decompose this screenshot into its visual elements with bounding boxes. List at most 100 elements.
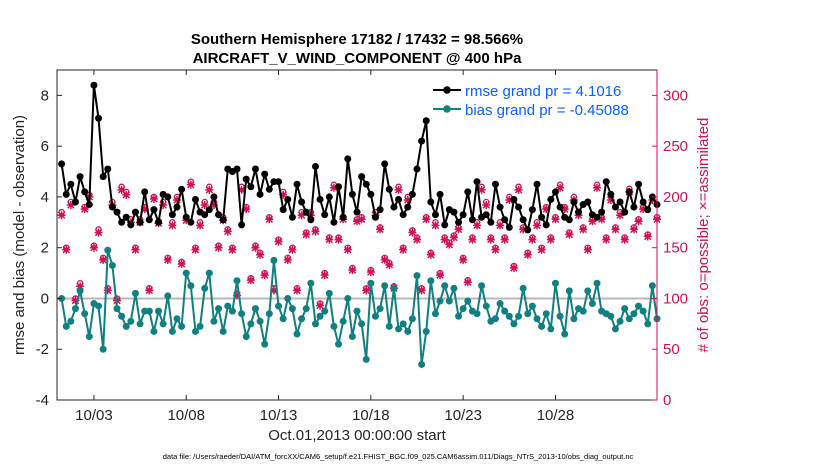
rmse-point	[122, 213, 130, 221]
bias-point	[385, 322, 393, 330]
rmse-point	[501, 216, 509, 224]
rmse-point	[524, 226, 532, 234]
bias-point	[491, 315, 499, 323]
obs-assimilated-point	[385, 260, 394, 269]
obs-assimilated-point	[445, 240, 454, 249]
obs-assimilated-point	[103, 286, 112, 295]
rmse-point	[491, 180, 499, 188]
rmse-point	[168, 211, 176, 219]
rmse-point	[431, 211, 439, 219]
bias-point	[321, 307, 329, 315]
bias-point	[164, 292, 172, 300]
obs-assimilated-point	[616, 211, 625, 220]
bias-point	[353, 307, 361, 315]
y-tick-label-right: 100	[663, 290, 688, 307]
bias-point	[376, 305, 384, 313]
bias-point	[238, 310, 246, 318]
rmse-point	[528, 206, 536, 214]
rmse-point	[390, 203, 398, 211]
rmse-point	[81, 188, 89, 196]
obs-assimilated-point	[159, 201, 168, 210]
rmse-point	[325, 193, 333, 201]
rmse-point	[316, 195, 324, 203]
rmse-point	[321, 211, 329, 219]
rmse-point	[413, 165, 421, 173]
bias-point	[182, 269, 190, 277]
bias-point	[173, 315, 181, 323]
rmse-point	[551, 188, 559, 196]
bias-point	[256, 317, 264, 325]
rmse-point	[108, 203, 116, 211]
rmse-point	[173, 203, 181, 211]
rmse-point	[482, 211, 490, 219]
bias-point	[635, 302, 643, 310]
rmse-point	[85, 201, 93, 209]
bias-point	[422, 327, 430, 335]
rmse-point	[515, 203, 523, 211]
obs-assimilated-point	[509, 264, 518, 272]
rmse-point	[358, 173, 366, 181]
obs-assimilated-point	[311, 227, 320, 236]
rmse-point	[625, 188, 633, 196]
rmse-point	[616, 198, 624, 206]
obs-assimilated-point	[514, 185, 523, 194]
rmse-point	[302, 208, 310, 216]
x-axis-label: Oct.01,2013 00:00:00 start	[268, 427, 446, 444]
bias-point	[145, 307, 153, 315]
rmse-point	[464, 188, 472, 196]
bias-point	[210, 317, 218, 325]
y-axis-label-left: rmse and bias (model - observation)	[11, 115, 28, 355]
rmse-point	[118, 218, 126, 226]
bias-point	[118, 312, 126, 320]
rmse-point	[353, 208, 361, 216]
bias-point	[339, 317, 347, 325]
y-tick-label-right: 150	[663, 240, 688, 257]
bias-point	[441, 282, 449, 290]
bias-point	[85, 333, 93, 341]
bias-point	[510, 320, 518, 328]
obs-assimilated-point	[597, 215, 606, 224]
bias-point	[168, 327, 176, 335]
obs-assimilated-point	[436, 271, 445, 280]
rmse-point	[191, 195, 199, 203]
obs-assimilated-point	[131, 245, 140, 254]
bias-point	[519, 284, 527, 292]
rmse-point	[265, 185, 273, 193]
obs-assimilated-point	[449, 233, 458, 242]
y-tick-label-left: 2	[41, 240, 49, 257]
legend-bias-label: bias grand pr = -0.45088	[465, 102, 629, 119]
rmse-point	[644, 206, 652, 214]
bias-point	[108, 261, 116, 269]
rmse-point	[127, 221, 135, 229]
rmse-point	[210, 193, 218, 201]
y-tick-label-left: -2	[36, 341, 49, 358]
obs-assimilated-point	[99, 255, 108, 264]
bias-point	[561, 330, 569, 338]
obs-assimilated-point	[459, 255, 468, 264]
obs-assimilated-point	[62, 245, 71, 254]
rmse-point	[284, 195, 292, 203]
rmse-point	[90, 81, 98, 89]
obs-assimilated-point	[482, 201, 491, 210]
bias-point	[215, 305, 223, 313]
rmse-point	[247, 183, 255, 191]
obs-assimilated-point	[223, 227, 232, 236]
bias-point	[501, 307, 509, 315]
obs-assimilated-point	[551, 215, 560, 224]
obs-assimilated-point	[251, 243, 260, 252]
obs-assimilated-point	[343, 245, 352, 254]
bias-point	[113, 305, 121, 313]
rmse-point	[251, 165, 259, 173]
bias-point	[533, 315, 541, 323]
bias-point	[538, 322, 546, 330]
rmse-point	[436, 190, 444, 198]
obs-assimilated-point	[426, 250, 435, 259]
obs-assimilated-point	[145, 286, 154, 295]
rmse-point	[293, 180, 301, 188]
bias-point	[275, 302, 283, 310]
obs-assimilated-point	[66, 201, 75, 210]
rmse-point	[639, 198, 647, 206]
bias-point	[431, 310, 439, 318]
bias-point	[648, 282, 656, 290]
bias-point	[159, 320, 167, 328]
